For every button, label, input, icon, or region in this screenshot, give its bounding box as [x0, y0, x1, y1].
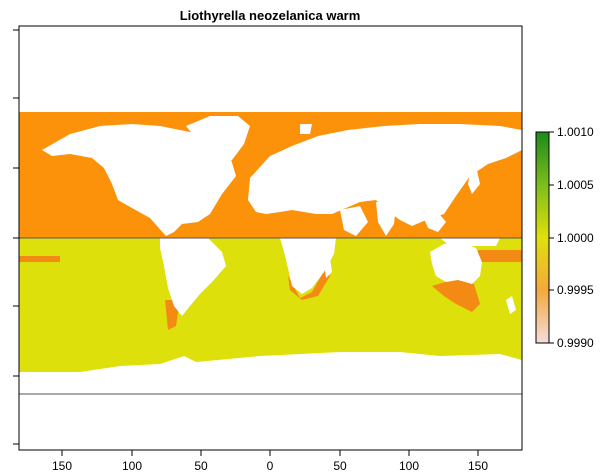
- x-tick-label: 0: [267, 459, 274, 472]
- northern-landmasses: [42, 116, 522, 236]
- x-tick-label: 50: [333, 459, 347, 472]
- x-tick-label: 50: [194, 459, 208, 472]
- legend-tick-label: 1.0005: [557, 178, 594, 192]
- x-tick-label: 100: [122, 459, 142, 472]
- southern-coast-edges: [19, 250, 522, 330]
- legend-tick-label: 0.9990: [557, 336, 594, 350]
- legend-tick-label: 1.0000: [557, 231, 594, 245]
- legend-tick-label: 0.9995: [557, 283, 594, 297]
- map-title: Liothyrella neozelanica warm: [179, 8, 361, 23]
- x-axis: [61, 450, 479, 456]
- x-tick-label: 150: [52, 459, 72, 472]
- legend-colorbar: [535, 131, 550, 344]
- x-tick-label: 100: [399, 459, 419, 472]
- y-axis: [13, 29, 19, 445]
- legend-tick-label: 1.0010: [557, 125, 594, 139]
- southern-landmasses: [19, 238, 522, 372]
- x-tick-label: 150: [468, 459, 488, 472]
- legend-ticks: [549, 131, 554, 344]
